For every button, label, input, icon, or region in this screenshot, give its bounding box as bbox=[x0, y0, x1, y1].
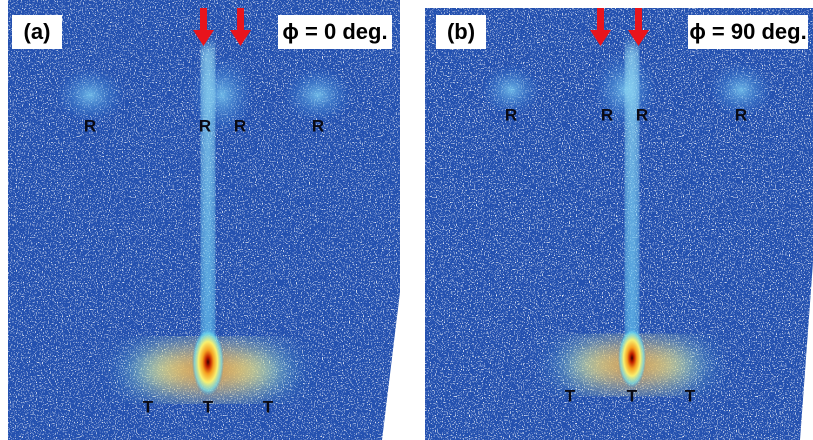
t-label: T bbox=[565, 386, 576, 405]
lobe bbox=[283, 67, 353, 123]
figure: (a) ϕ = 0 deg. R R R R T T T (b) ϕ = 90 … bbox=[0, 0, 813, 440]
panel-label: (a) bbox=[24, 19, 51, 44]
spot bbox=[618, 328, 646, 388]
r-label: R bbox=[636, 105, 648, 124]
t-label: T bbox=[143, 397, 154, 416]
panel-label: (b) bbox=[447, 19, 475, 44]
r-label: R bbox=[84, 116, 96, 135]
t-label: T bbox=[627, 386, 638, 405]
panel-b-image bbox=[425, 0, 813, 440]
r-label: R bbox=[601, 105, 613, 124]
r-label: R bbox=[735, 105, 747, 124]
page: {"panels":[ {"label":"(a)","angle":"ϕ = … bbox=[0, 0, 813, 440]
r-label: R bbox=[234, 116, 246, 135]
t-label: T bbox=[263, 397, 274, 416]
angle-label: ϕ = 90 deg. bbox=[689, 19, 806, 44]
lobe bbox=[55, 67, 125, 123]
r-label: R bbox=[505, 105, 517, 124]
spot bbox=[192, 328, 224, 396]
rod bbox=[202, 45, 214, 365]
angle-label: ϕ = 0 deg. bbox=[282, 19, 387, 44]
t-label: T bbox=[685, 386, 696, 405]
r-label: R bbox=[312, 116, 324, 135]
panel-a-image bbox=[0, 0, 400, 440]
r-label: R bbox=[199, 116, 211, 135]
rod bbox=[626, 45, 638, 360]
t-label: T bbox=[203, 397, 214, 416]
